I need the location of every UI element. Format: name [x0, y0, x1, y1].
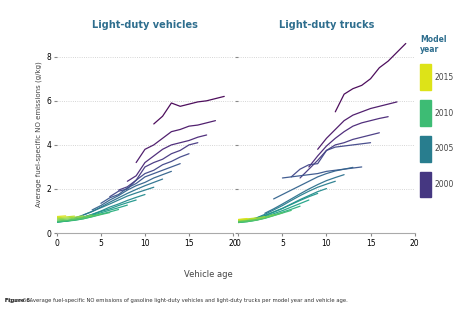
Text: 2010: 2010 — [435, 109, 454, 117]
Bar — [420, 136, 431, 162]
Text: Vehicle age: Vehicle age — [184, 270, 233, 279]
Text: Figure 6. Average fuel-specific NO emissions of gasoline light-duty vehicles and: Figure 6. Average fuel-specific NO emiss… — [5, 298, 347, 303]
Title: Light-duty vehicles: Light-duty vehicles — [92, 20, 198, 30]
Text: Figure 6.: Figure 6. — [5, 298, 32, 303]
Bar — [420, 172, 431, 198]
Bar — [420, 64, 431, 90]
Text: 2005: 2005 — [435, 144, 454, 153]
Text: 2000: 2000 — [435, 180, 454, 189]
Title: Light-duty trucks: Light-duty trucks — [279, 20, 374, 30]
Bar — [420, 100, 431, 126]
Text: Model
year: Model year — [420, 35, 447, 54]
Text: 2015: 2015 — [435, 73, 454, 82]
Y-axis label: Average fuel-specific NO emissions (g/kg): Average fuel-specific NO emissions (g/kg… — [36, 61, 42, 207]
